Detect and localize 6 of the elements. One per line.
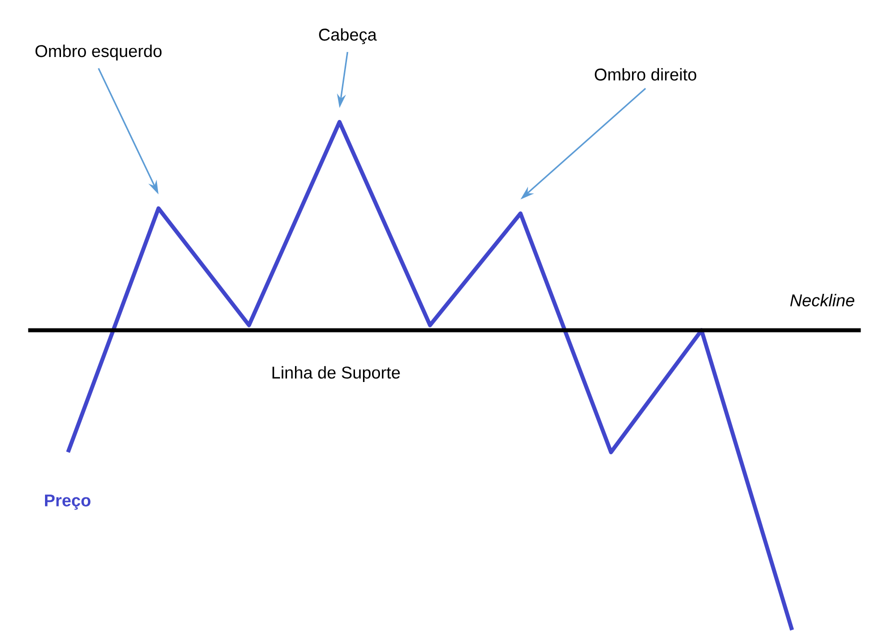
text: Cabeça: [319, 28, 377, 44]
text: Preço: [45, 494, 90, 510]
text: Ombro esquerdo: [36, 44, 162, 60]
text: Ombro direito: [594, 68, 696, 81]
ref-line-label: Neckline: [790, 294, 854, 306]
annotation: Linha de Suporte: [272, 366, 400, 382]
